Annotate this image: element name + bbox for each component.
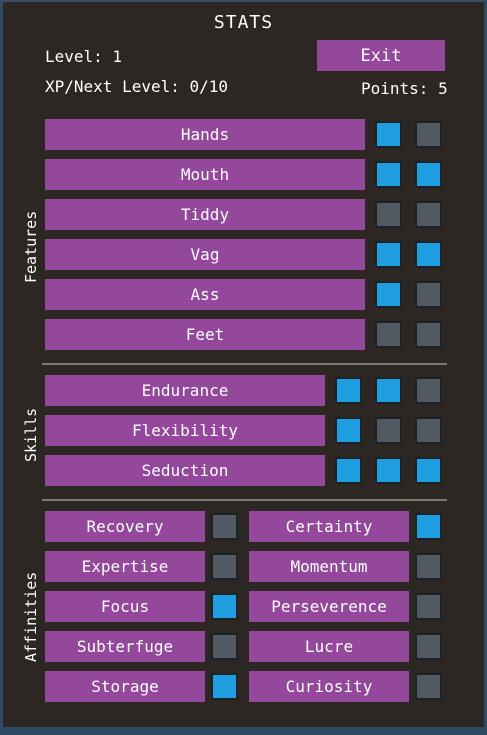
feature-slot-filled[interactable]	[415, 241, 442, 268]
skill-slot-filled[interactable]	[335, 417, 362, 444]
affinity-bar-curiosity[interactable]: Curiosity	[249, 671, 409, 702]
affinity-slot-empty[interactable]	[415, 673, 442, 700]
affinity-slot-empty[interactable]	[211, 513, 238, 540]
skill-bar-seduction[interactable]: Seduction	[45, 455, 325, 486]
feature-slot-filled[interactable]	[415, 161, 442, 188]
section-divider	[42, 499, 447, 501]
level-text: Level: 1	[45, 47, 123, 66]
feature-slot-empty[interactable]	[415, 121, 442, 148]
affinity-bar-lucre[interactable]: Lucre	[249, 631, 409, 662]
exit-button[interactable]: Exit	[317, 40, 445, 71]
affinity-bar-perseverence[interactable]: Perseverence	[249, 591, 409, 622]
affinity-slot-empty[interactable]	[415, 553, 442, 580]
feature-bar-mouth[interactable]: Mouth	[45, 159, 365, 190]
section-divider	[42, 363, 447, 365]
feature-bar-ass[interactable]: Ass	[45, 279, 365, 310]
affinity-bar-expertise[interactable]: Expertise	[45, 551, 205, 582]
feature-bar-hands[interactable]: Hands	[45, 119, 365, 150]
section-label-skills: Skills	[22, 407, 40, 462]
skill-bar-flexibility[interactable]: Flexibility	[45, 415, 325, 446]
affinity-bar-recovery[interactable]: Recovery	[45, 511, 205, 542]
feature-slot-filled[interactable]	[375, 281, 402, 308]
affinity-slot-empty[interactable]	[415, 593, 442, 620]
affinity-bar-storage[interactable]: Storage	[45, 671, 205, 702]
affinity-slot-empty[interactable]	[211, 553, 238, 580]
skill-slot-filled[interactable]	[375, 457, 402, 484]
feature-slot-filled[interactable]	[375, 161, 402, 188]
affinity-slot-filled[interactable]	[211, 593, 238, 620]
skill-slot-empty[interactable]	[415, 377, 442, 404]
affinity-slot-empty[interactable]	[211, 633, 238, 660]
skill-slot-empty[interactable]	[415, 417, 442, 444]
feature-bar-tiddy[interactable]: Tiddy	[45, 199, 365, 230]
points-text: Points: 5	[361, 79, 448, 98]
feature-slot-empty[interactable]	[415, 201, 442, 228]
feature-bar-feet[interactable]: Feet	[45, 319, 365, 350]
affinity-bar-subterfuge[interactable]: Subterfuge	[45, 631, 205, 662]
section-label-affinities: Affinities	[22, 571, 40, 662]
feature-slot-empty[interactable]	[375, 201, 402, 228]
affinity-slot-filled[interactable]	[211, 673, 238, 700]
feature-slot-filled[interactable]	[375, 241, 402, 268]
skill-slot-filled[interactable]	[375, 377, 402, 404]
skill-slot-filled[interactable]	[335, 457, 362, 484]
affinity-bar-focus[interactable]: Focus	[45, 591, 205, 622]
feature-slot-empty[interactable]	[415, 281, 442, 308]
xp-text: XP/Next Level: 0/10	[45, 77, 229, 96]
panel-title: STATS	[213, 12, 274, 33]
skill-bar-endurance[interactable]: Endurance	[45, 375, 325, 406]
feature-slot-filled[interactable]	[375, 121, 402, 148]
feature-slot-empty[interactable]	[375, 321, 402, 348]
feature-bar-vag[interactable]: Vag	[45, 239, 365, 270]
affinity-slot-filled[interactable]	[415, 513, 442, 540]
panel-bottom-border	[0, 727, 487, 735]
affinity-bar-certainty[interactable]: Certainty	[249, 511, 409, 542]
affinity-slot-empty[interactable]	[415, 633, 442, 660]
feature-slot-empty[interactable]	[415, 321, 442, 348]
skill-slot-empty[interactable]	[375, 417, 402, 444]
section-label-features: Features	[22, 210, 40, 283]
skill-slot-filled[interactable]	[415, 457, 442, 484]
affinity-bar-momentum[interactable]: Momentum	[249, 551, 409, 582]
skill-slot-filled[interactable]	[335, 377, 362, 404]
